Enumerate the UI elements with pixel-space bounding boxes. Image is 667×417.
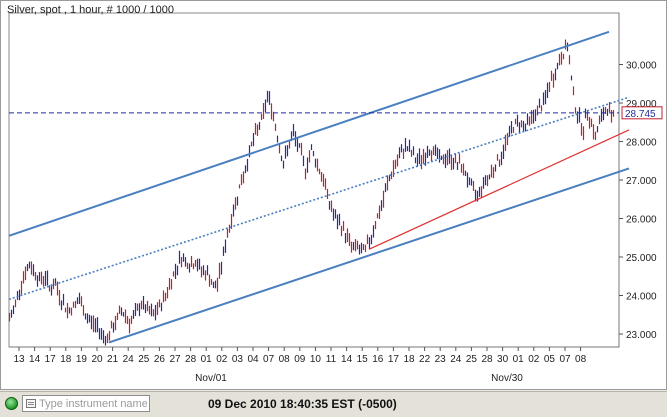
x-tick-label: 28 [481, 354, 493, 365]
x-tick-label: 13 [13, 354, 25, 365]
last-price-box [621, 106, 663, 120]
x-tick-label: 08 [279, 354, 291, 365]
x-tick-label: 10 [310, 354, 322, 365]
x-tick-label: 25 [466, 354, 478, 365]
y-tick-label: 28.000 [626, 138, 657, 149]
y-tick-label: 25.000 [626, 253, 657, 264]
channel-mid-line[interactable] [8, 96, 630, 301]
x-tick-label: 05 [544, 354, 556, 365]
x-tick-label: 27 [169, 354, 181, 365]
channel-lower-line[interactable] [108, 167, 630, 344]
x-tick-label: 17 [45, 354, 57, 365]
channel-upper-line[interactable] [8, 30, 610, 237]
x-tick-label: 04 [247, 354, 259, 365]
x-tick-label: 24 [123, 354, 135, 365]
chart-area[interactable]: 30.000 29.000 28.000 27.000 26.000 25.000 24.0… [0, 0, 667, 390]
y-tick-label: 24.000 [626, 292, 657, 303]
x-tick-label: 14 [341, 354, 353, 365]
y-tick-label: 23.000 [626, 330, 657, 341]
instrument-search-input[interactable] [39, 397, 147, 410]
x-tick-label: 01 [513, 354, 525, 365]
x-tick-label: 20 [91, 354, 103, 365]
x-tick-label: 09 [294, 354, 306, 365]
x-tick-label: 07 [559, 354, 571, 365]
x-tick-label: 14 [29, 354, 41, 365]
month-label: Nov/30 [491, 373, 523, 384]
x-tick-label: 26 [154, 354, 166, 365]
support-trendline[interactable] [368, 129, 630, 250]
chart-canvas[interactable]: 30.000 29.000 28.000 27.000 26.000 25.000 24.0… [1, 1, 667, 391]
y-tick-label: 29.000 [626, 99, 657, 110]
instrument-list-icon[interactable] [26, 399, 36, 408]
chart-title: Silver, spot , 1 hour, # 1000 / 1000 [7, 4, 174, 16]
x-tick-label: 23 [435, 354, 447, 365]
x-tick-label: 30 [497, 354, 509, 365]
y-tick-label: 26.000 [626, 215, 657, 226]
y-tick-label: 27.000 [626, 176, 657, 187]
x-tick-label: 01 [201, 354, 213, 365]
x-tick-label: 03 [232, 354, 244, 365]
x-tick-label: 02 [216, 354, 228, 365]
x-tick-label: 21 [107, 354, 119, 365]
x-tick-label: 24 [450, 354, 462, 365]
x-tick-label: 18 [60, 354, 72, 365]
x-tick-label: 16 [372, 354, 384, 365]
y-tick-label: 30.000 [626, 61, 657, 72]
x-tick-label: 02 [528, 354, 540, 365]
plot-area[interactable] [8, 12, 620, 348]
x-tick-label: 19 [76, 354, 88, 365]
status-datetime: 09 Dec 2010 18:40:35 EST (-0500) [208, 397, 397, 411]
connection-status-icon [5, 397, 18, 410]
month-label: Nov/01 [195, 373, 227, 384]
x-tick-label: 17 [388, 354, 400, 365]
status-bar: 09 Dec 2010 18:40:35 EST (-0500) [0, 391, 667, 417]
instrument-search-box[interactable] [22, 395, 150, 412]
x-tick-label: 15 [357, 354, 369, 365]
x-tick-label: 11 [326, 354, 337, 365]
x-tick-label: 22 [419, 354, 431, 365]
x-tick-label: 25 [138, 354, 150, 365]
x-tick-label: 28 [185, 354, 197, 365]
last-price-label: 28.745 [625, 109, 656, 120]
x-tick-label: 18 [403, 354, 415, 365]
x-tick-label: 08 [575, 354, 587, 365]
x-tick-label: 07 [263, 354, 275, 365]
